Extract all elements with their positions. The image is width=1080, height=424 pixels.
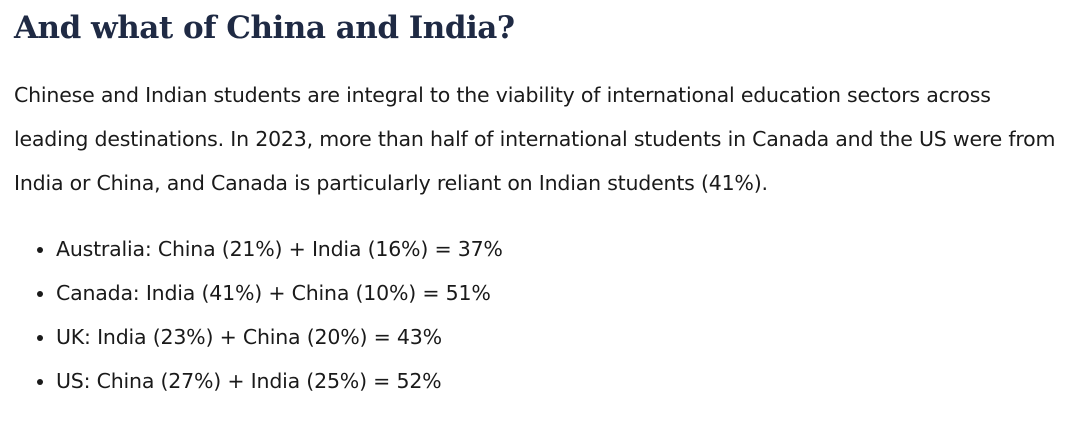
bullet-item: Australia: China (21%) + India (16%) = 3…: [56, 227, 1066, 271]
page: {"heading": "And what of China and India…: [0, 8, 1080, 424]
paragraph: Chinese and Indian students are integral…: [14, 83, 1056, 195]
article: And what of China and India? Chinese and…: [0, 8, 1080, 403]
heading: And what of China and India?: [14, 10, 515, 46]
bullet-item: US: China (27%) + India (25%) = 52%: [56, 359, 1066, 403]
bullet-list: Australia: China (21%) + India (16%) = 3…: [14, 227, 1066, 403]
bullet-item: Canada: India (41%) + China (10%) = 51%: [56, 271, 1066, 315]
bullet-item: UK: India (23%) + China (20%) = 43%: [56, 315, 1066, 359]
